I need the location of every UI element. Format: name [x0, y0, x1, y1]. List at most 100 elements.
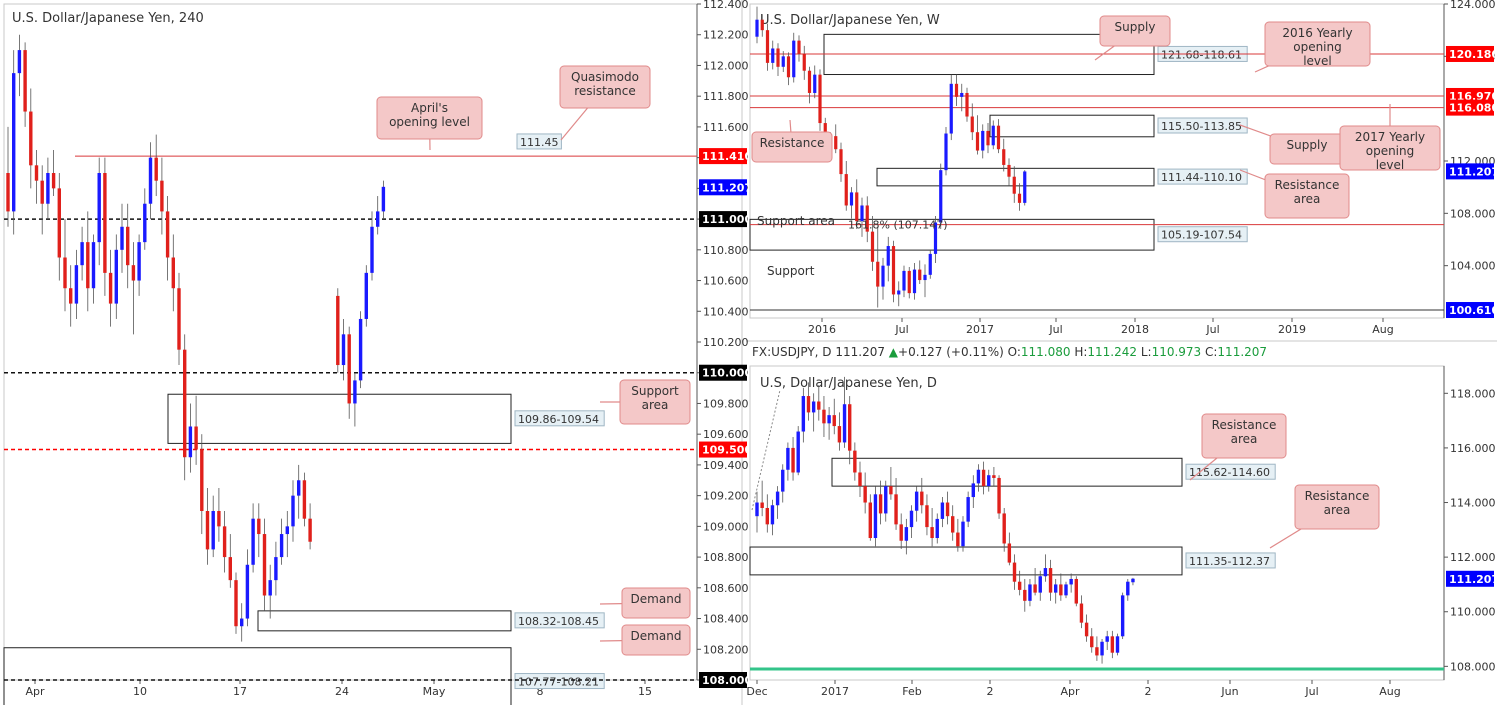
- bottom-right-zone: [831, 457, 1183, 487]
- left-level-tag-bg: [699, 364, 747, 381]
- left-level-tag-bg: [699, 148, 747, 165]
- left-line-label: 111.45: [520, 136, 559, 149]
- callout-resistance-daily-2-text: area: [1324, 503, 1351, 517]
- bottom-right-candle: [1105, 636, 1109, 642]
- bottom-right-candle: [981, 469, 986, 487]
- top-right-x-tick-label: Jul: [894, 323, 908, 336]
- callout-resistance-weekly-box: [751, 131, 833, 163]
- left-candle: [217, 511, 221, 527]
- callout-2016-open-box: [1264, 21, 1371, 67]
- top-right-candle: [886, 246, 890, 266]
- left-candle: [381, 186, 386, 212]
- left-candle: [148, 157, 153, 204]
- top-right-candle: [939, 170, 943, 223]
- bottom-right-candle: [796, 431, 800, 473]
- callout-resistance-weekly-text: Resistance: [760, 136, 825, 150]
- top-right-candle: [844, 174, 848, 206]
- bottom-right-candle: [961, 521, 965, 547]
- top-right-candle: [912, 269, 917, 294]
- callout-support-area-text: area: [642, 398, 669, 412]
- left-y-tick-label: 109.600: [703, 428, 749, 441]
- top-right-candle: [802, 53, 806, 71]
- callout-resistance-area-weekly-text: area: [1294, 192, 1321, 206]
- top-right-candle: [965, 92, 969, 117]
- callout-2016-open-text: 2016 Yearly: [1282, 26, 1352, 40]
- top-right-candle: [797, 40, 801, 54]
- callout-demand-1-text: Demand: [631, 592, 682, 606]
- left-candle: [143, 203, 147, 243]
- left-candle: [80, 242, 84, 266]
- bottom-right-candle: [801, 396, 806, 432]
- daily-panel-bg: [746, 342, 1497, 705]
- left-level-tag: 111.000: [702, 213, 752, 226]
- bottom-right-x-tick-label: Feb: [902, 685, 921, 698]
- top-right-x-tick-label: 2017: [966, 323, 994, 336]
- bottom-right-candle: [775, 491, 780, 506]
- left-zone-label: 109.86-109.54: [518, 413, 599, 426]
- top-right-candle: [975, 132, 980, 151]
- bottom-right-candle: [1084, 622, 1089, 637]
- last-price: 111.207: [835, 345, 888, 359]
- left-candle: [257, 518, 261, 535]
- left-x-tick-label: May: [423, 685, 446, 698]
- left-candle: [308, 518, 312, 542]
- callout-quasimodo-box: [559, 65, 651, 109]
- left-level-tag: 110.000: [702, 367, 752, 380]
- top-right-candle: [902, 270, 906, 291]
- left-panel-bg: [0, 0, 740, 705]
- bottom-right-candle: [1090, 636, 1094, 648]
- top-right-x-tick-label: Aug: [1372, 323, 1393, 336]
- bottom-right-x-tick-label: Jun: [1220, 685, 1238, 698]
- left-zone-label-bg: [514, 410, 605, 427]
- top-right-candle: [760, 19, 764, 31]
- top-right-candle: [876, 261, 880, 287]
- left-candle: [358, 318, 363, 381]
- top-right-candle: [981, 130, 985, 151]
- top-right-candle: [970, 116, 974, 133]
- bottom-right-candle: [760, 502, 764, 508]
- callout-2016-open-text: opening: [1293, 40, 1342, 54]
- left-candle: [370, 226, 374, 273]
- bottom-right-candle: [951, 516, 955, 533]
- top-right-candle: [807, 70, 812, 93]
- left-level-tag: 111.410: [702, 150, 752, 163]
- left-zone-label-bg: [514, 612, 605, 629]
- bottom-right-candle: [997, 477, 1001, 514]
- top-right-zone-label: 121.68-118.61: [1161, 48, 1242, 61]
- top-right-x-tick-label: 2019: [1278, 323, 1306, 336]
- top-right-candle: [918, 269, 922, 281]
- left-level-tag: 109.500: [702, 444, 752, 457]
- left-candle: [154, 157, 158, 181]
- left-candle: [245, 564, 250, 619]
- left-candle: [211, 511, 215, 550]
- bottom-right-price-tag-bg: [1446, 570, 1494, 587]
- weekly-support-label: Support: [767, 264, 815, 278]
- bottom-right-zone-label: 115.62-114.60: [1189, 466, 1270, 479]
- callout-resistance-weekly: Resistance: [751, 119, 833, 163]
- bottom-right-candle: [853, 450, 857, 473]
- top-right-candle: [1012, 176, 1016, 194]
- top-right-candle: [991, 125, 995, 146]
- left-candle: [291, 495, 295, 527]
- bottom-right-candle: [765, 507, 769, 525]
- bottom-right-x-tick-label: 2: [1145, 685, 1152, 698]
- bottom-right-candle: [914, 491, 919, 511]
- bottom-right-x-tick-label: Jul: [1304, 685, 1318, 698]
- top-right-x-tick-label: Jul: [1048, 323, 1062, 336]
- left-candle: [240, 618, 244, 627]
- bottom-right-y-tick-label: 116.000: [1450, 442, 1496, 455]
- callout-resistance-daily-1-text: area: [1231, 432, 1258, 446]
- top-right-title: U.S. Dollar/Japanese Yen, W: [760, 13, 940, 28]
- left-y-tick-label: 109.200: [703, 490, 749, 503]
- bottom-right-x-tick-label: Apr: [1060, 685, 1080, 698]
- close-val: 111.207: [1217, 345, 1267, 359]
- callout-support-area-text: Support: [631, 384, 679, 398]
- top-right-candle: [897, 290, 901, 295]
- left-y-tick-label: 108.400: [703, 613, 749, 626]
- bottom-right-candle: [925, 505, 929, 528]
- callout-support-area-box: [619, 379, 691, 425]
- bottom-right-candle: [1126, 581, 1130, 596]
- left-candle: [347, 334, 351, 404]
- top-right-candle: [954, 83, 959, 97]
